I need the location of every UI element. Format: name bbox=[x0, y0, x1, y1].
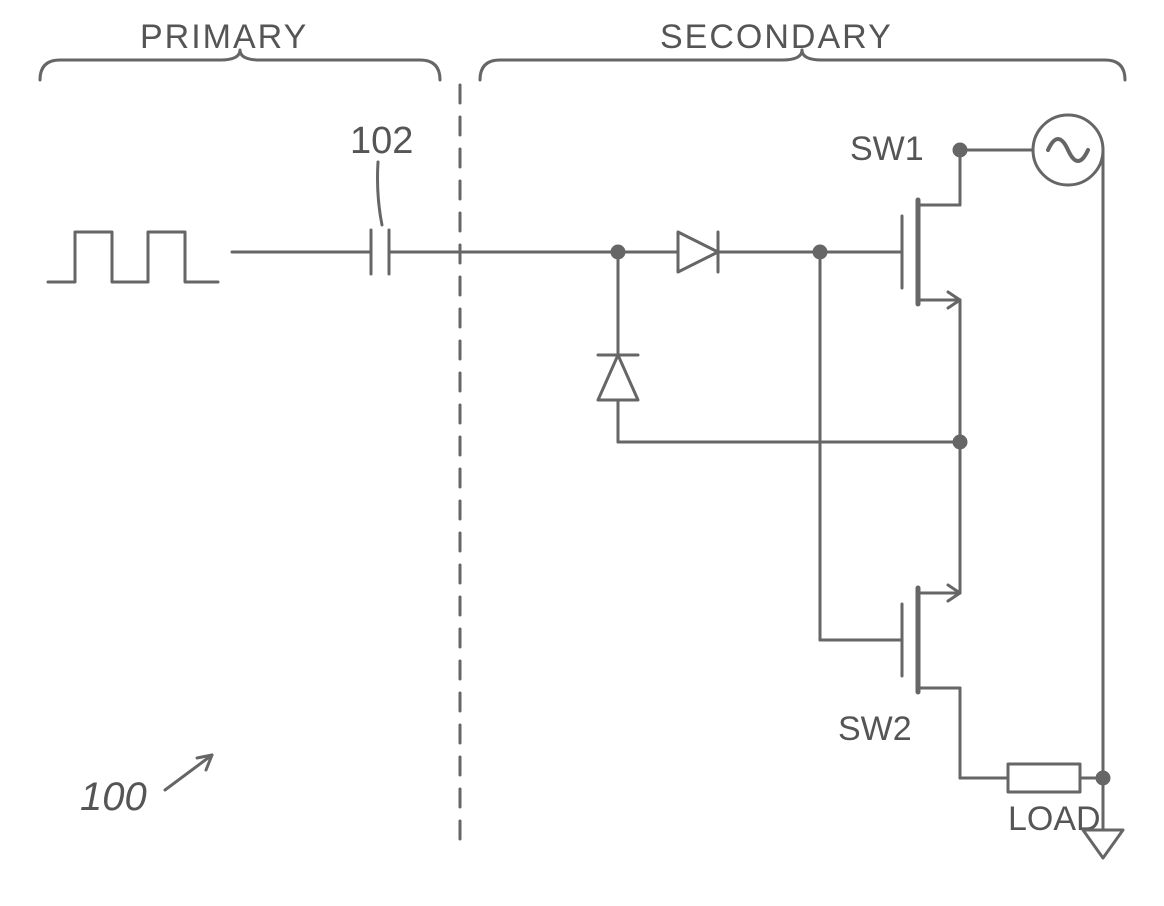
ac-sine-icon bbox=[1048, 139, 1088, 161]
leader-102 bbox=[378, 162, 383, 225]
arrow-100-head bbox=[197, 755, 212, 770]
gnd-symbol bbox=[1083, 830, 1123, 858]
brace-secondary bbox=[480, 50, 1125, 80]
arrow-100-line bbox=[165, 755, 212, 790]
diode-h-triangle bbox=[678, 232, 718, 272]
square-wave-icon bbox=[48, 232, 218, 282]
brace-primary bbox=[40, 50, 440, 80]
load-box bbox=[1008, 764, 1080, 792]
circuit-diagram bbox=[0, 0, 1164, 906]
diode-v-triangle bbox=[598, 355, 638, 400]
